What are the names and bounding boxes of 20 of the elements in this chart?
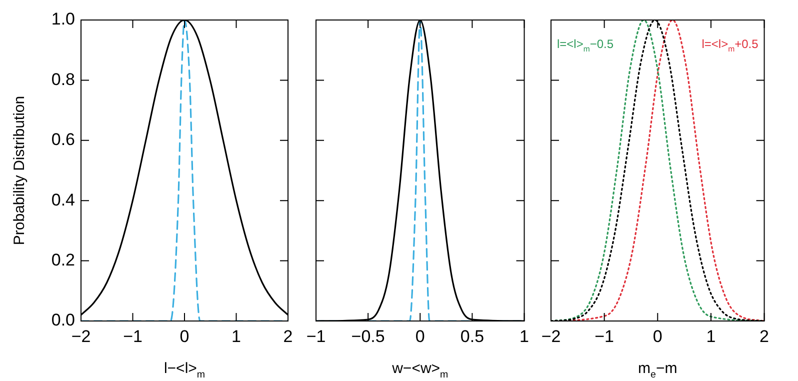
x-tick-label: −1 (306, 326, 326, 346)
x-tick-label: 0.5 (460, 326, 484, 346)
y-tick-label: 0.8 (51, 70, 75, 89)
x-tick-label: −0.5 (351, 326, 385, 346)
x-tick-label: −1 (594, 326, 614, 346)
y-tick-label: 0.2 (51, 250, 75, 270)
x-tick-label: 0 (652, 326, 662, 346)
x-tick-label: 1 (520, 326, 530, 346)
y-axis-title: Probability Distribution (11, 96, 28, 246)
y-tick-label: 0.4 (51, 190, 75, 210)
y-tick-label: 1.0 (51, 10, 75, 29)
x-tick-label: −1 (123, 326, 142, 346)
x-tick-label: 1 (706, 326, 716, 346)
x-tick-label: 0 (180, 326, 190, 346)
x-tick-label: −2 (541, 326, 561, 346)
x-tick-label: 1 (232, 326, 241, 346)
x-tick-label: 2 (760, 326, 770, 346)
y-tick-label: 0.6 (51, 130, 75, 150)
x-tick-label: 0 (415, 326, 425, 346)
x-tick-label: 2 (283, 326, 293, 346)
